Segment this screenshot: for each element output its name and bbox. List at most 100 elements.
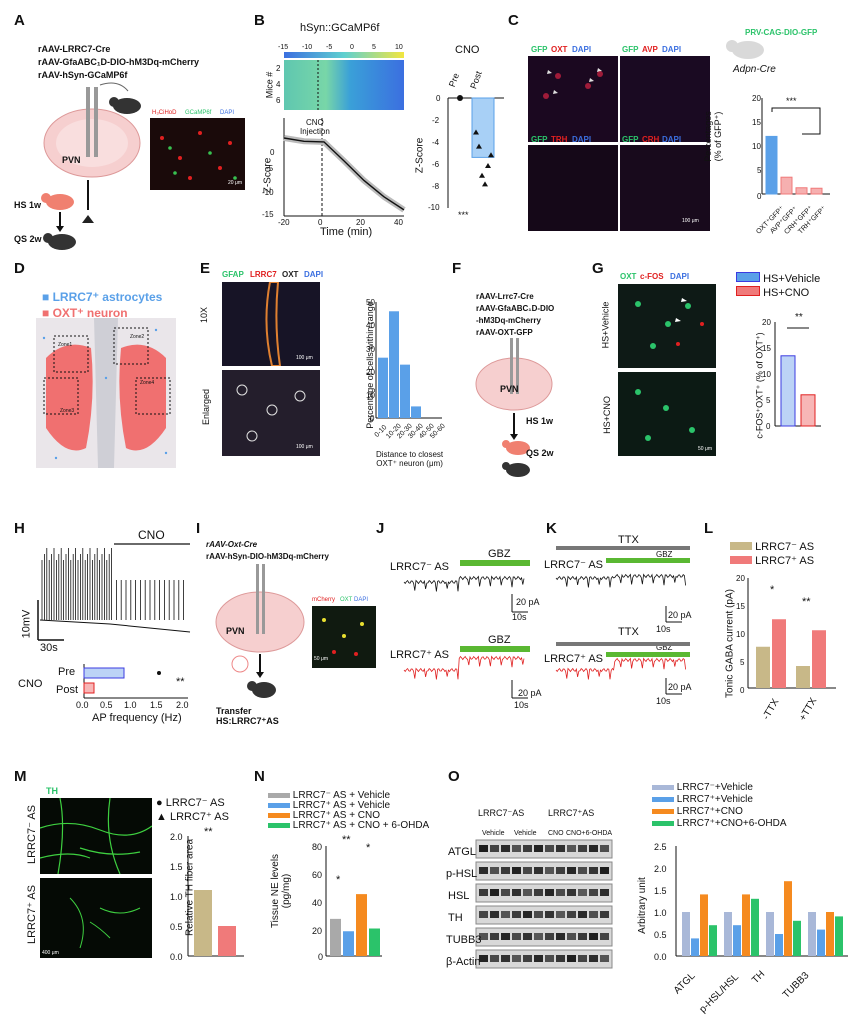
m-tick-15: 1.5 [170, 862, 183, 872]
k-row1: LRRC7⁻ AS [544, 559, 603, 571]
o-legend-3: LRRC7⁺+CNO+6-OHDA [652, 818, 787, 829]
n-legend-0-text: LRRC7⁻ AS + Vehicle [292, 790, 391, 801]
sig-n-1: * [336, 874, 341, 886]
f-virus-2: rAAV-GfaABC₁D-DIO [476, 304, 555, 313]
blot-band [534, 889, 543, 896]
j-scale-i-1: 20 pA [516, 597, 540, 607]
time-label: Time (min) [320, 226, 373, 238]
j-scale-i-2: 20 pA [518, 688, 542, 698]
g-tick-15: 15 [762, 344, 771, 353]
e-stain-d: DAPI [304, 270, 324, 279]
b-title: hSyn::GCaMP6f [300, 22, 380, 34]
sig-n-3: * [366, 842, 371, 854]
zscore-band [283, 135, 406, 213]
c-ylabel: Percentages (% of GFP⁺) [702, 111, 723, 162]
blot-band [578, 845, 587, 852]
bar-chart-o [675, 846, 848, 957]
blot-row [475, 949, 613, 969]
blot-band [534, 911, 543, 918]
blot-band [545, 933, 554, 940]
k-scale-i-2: 20 pA [668, 682, 692, 692]
o-legend-3-text: LRRC7⁺+CNO+6-OHDA [676, 818, 787, 829]
blot-band [589, 889, 598, 896]
n-swatch-3 [268, 822, 290, 828]
h-scale-t: 30s [40, 642, 58, 654]
post-label-b: Post [468, 69, 484, 91]
g-stain-b: c-FOS [640, 272, 664, 281]
g-ylabel: c-FOS⁺OXT⁺ (% of OXT⁺) [754, 332, 765, 439]
blot-band [512, 955, 521, 962]
zscore-tick-5: -5 [266, 164, 274, 173]
g-legend-veh: HS+Vehicle [736, 272, 820, 285]
band-hsl: HSL [448, 890, 470, 902]
tile-e-10x [222, 282, 320, 366]
k-gbz-bar-2 [606, 652, 690, 657]
c-bar [810, 187, 823, 195]
g-legend-veh-text: HS+Vehicle [763, 273, 821, 285]
bar-tick-6: -6 [432, 160, 440, 169]
g-bar-veh [780, 355, 796, 427]
l-bar [772, 619, 786, 688]
c-t1-c: DAPI [572, 45, 592, 54]
e-stain-a: GFAP [222, 270, 244, 279]
post-point [485, 163, 491, 169]
scale-c: 100 μm [682, 218, 699, 224]
j-trace-pos [403, 655, 525, 680]
sig-h: ** [176, 676, 185, 688]
blot-band [567, 845, 576, 852]
e-tick-20: 20 [366, 368, 375, 377]
o-lane-1: Vehicle [514, 830, 537, 837]
o-swatch-3 [652, 820, 674, 826]
post-point [482, 181, 488, 187]
tile-g-vehicle [618, 284, 716, 368]
blot-band [556, 911, 565, 918]
l-tick-0: 0 [740, 686, 745, 695]
e-tick-30: 30 [366, 345, 375, 354]
n-tick-40: 40 [312, 898, 323, 908]
heatmap-b [284, 52, 404, 110]
o-bar [817, 929, 825, 956]
m-stain: TH [46, 786, 58, 796]
blot-band [589, 845, 598, 852]
f-step-qs: QS 2w [526, 448, 554, 458]
h-post: Post [56, 684, 79, 696]
m-legend-pos: ▲ LRRC7⁺ AS [156, 810, 229, 823]
k-gbz-bar-1 [606, 558, 690, 563]
l-ylabel: Tonic GABA current (pA) [724, 589, 736, 698]
h-tick-4: 2.0 [176, 700, 189, 710]
k-gbz-2: GBZ [656, 643, 673, 652]
legend-c2-a: GCaMP6f [185, 110, 212, 116]
e-tick-10: 10 [366, 391, 375, 400]
blot-band [567, 889, 576, 896]
blot-band [556, 955, 565, 962]
l-bar [756, 646, 770, 688]
i-transfer: Transfer HS:LRRC7⁺AS [216, 706, 279, 726]
n-legend-3-text: LRRC7⁺ AS + CNO + 6-OHDA [292, 820, 430, 831]
blot-band [589, 911, 598, 918]
e-tick-40: 40 [366, 321, 375, 330]
n-swatch-0 [268, 792, 290, 798]
o-bar [682, 912, 690, 956]
c-t3-c: DAPI [572, 135, 592, 144]
k-scale-t-2: 10s [656, 696, 671, 706]
n-tick-0: 0 [318, 952, 324, 962]
blot-band [512, 845, 521, 852]
bar-chart-c [761, 98, 830, 195]
zone-4: Zone4 [140, 380, 155, 386]
sig-b: *** [458, 210, 469, 220]
panel-label-m: M [14, 768, 27, 785]
blot-band [600, 867, 609, 874]
e-bar [400, 364, 410, 418]
blot-band [479, 845, 488, 852]
o-bar [691, 938, 699, 956]
blot-band [556, 889, 565, 896]
m-row2: LRRC7⁺ AS [26, 885, 38, 944]
h-bar-pre [83, 667, 125, 679]
mouse-icon-a [109, 97, 141, 114]
bar-chart-g [774, 322, 821, 427]
heat-tick-5: 10 [395, 44, 403, 51]
blot-band [490, 955, 499, 962]
blot-band [567, 911, 576, 918]
blot-band [501, 911, 510, 918]
ap-baseline [39, 619, 191, 633]
